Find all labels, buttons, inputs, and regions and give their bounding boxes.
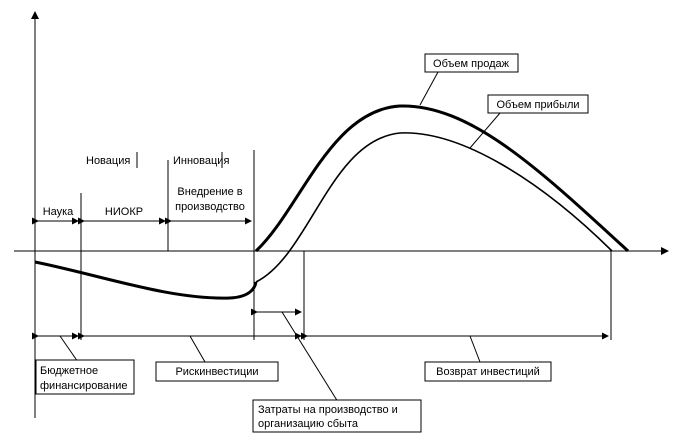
sales-leader <box>419 71 439 106</box>
cost-curve <box>34 260 258 300</box>
profit-leader <box>469 112 501 149</box>
risk-label-box: Рискинвестиции <box>155 361 279 382</box>
costs-label-line1: Затраты на производство и <box>258 404 398 416</box>
novation-label: Новация <box>86 155 130 167</box>
implementation-label-line2: производство <box>175 201 245 213</box>
profit-curve <box>255 132 613 283</box>
risk-leader <box>189 335 206 363</box>
niokr-label: НИОКР <box>105 206 143 218</box>
risk-label: Рискинвестиции <box>175 366 258 378</box>
sales-curve <box>254 104 630 253</box>
profit-label: Объем прибыли <box>496 99 579 111</box>
budget-label-box: Бюджетное финансирование <box>35 359 135 395</box>
return-leader <box>469 335 481 363</box>
return-label: Возврат инвестиций <box>436 366 540 378</box>
budget-label-line1: Бюджетное <box>40 365 98 377</box>
implementation-label-line1: Внедрение в <box>177 186 242 198</box>
return-label-box: Возврат инвестиций <box>424 361 552 382</box>
sales-label-box: Объем продаж <box>424 53 519 73</box>
profit-label-box: Объем прибыли <box>487 94 589 114</box>
innovation-label: Инновация <box>173 155 229 167</box>
costs-label-box: Затраты на производство и организацию сб… <box>252 399 422 433</box>
sales-label: Объем продаж <box>433 58 510 70</box>
costs-leader <box>281 311 339 403</box>
budget-label-line2: финансирование <box>40 380 128 392</box>
science-label: Наука <box>43 206 74 218</box>
costs-label-line2: организацию сбыта <box>258 418 359 430</box>
budget-leader <box>59 335 79 363</box>
